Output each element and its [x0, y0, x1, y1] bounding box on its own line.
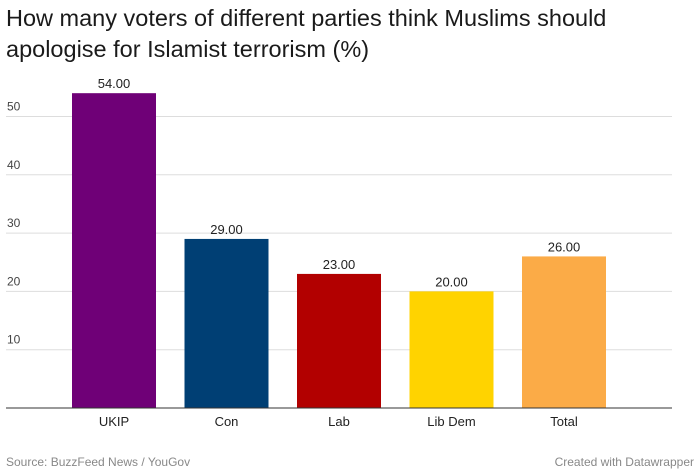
category-label: UKIP — [99, 414, 129, 429]
datawrapper-credit: Created with Datawrapper — [554, 455, 694, 469]
bars — [72, 93, 606, 409]
category-label: Con — [215, 414, 239, 429]
bar-lib-dem — [409, 291, 494, 408]
chart-title: How many voters of different parties thi… — [6, 5, 607, 62]
category-label: Lib Dem — [427, 414, 475, 429]
y-tick-label: 50 — [7, 100, 21, 114]
source-note: Source: BuzzFeed News / YouGov — [6, 455, 191, 469]
value-label: 29.00 — [210, 222, 243, 237]
value-label: 20.00 — [435, 274, 468, 289]
category-label: Total — [550, 414, 578, 429]
bar-ukip — [72, 93, 156, 409]
bar-con — [184, 238, 269, 408]
bar-total — [522, 256, 606, 408]
y-tick-label: 30 — [7, 216, 21, 230]
y-tick-label: 10 — [7, 333, 21, 347]
value-label: 54.00 — [98, 76, 131, 91]
value-label: 26.00 — [548, 239, 581, 254]
labels: 10 20 30 40 50 54.00 UKIP 29.00 Con 23.00 Lab 20.00… — [7, 76, 580, 429]
y-tick-label: 40 — [7, 158, 21, 172]
bar-lab — [297, 273, 381, 408]
y-tick-label: 20 — [7, 274, 21, 288]
value-label: 23.00 — [323, 257, 356, 272]
category-label: Lab — [328, 414, 350, 429]
